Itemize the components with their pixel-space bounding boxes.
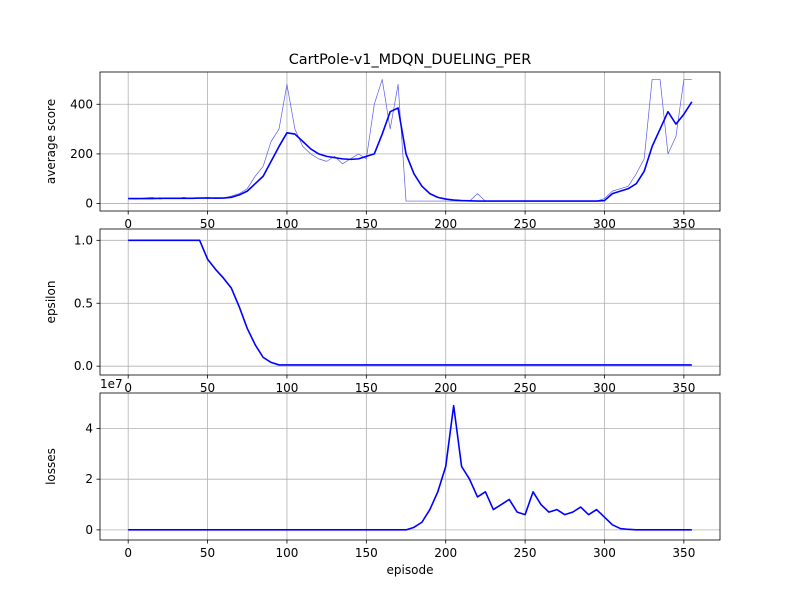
y-axis-label: epsilon [44,281,58,324]
x-tick-label: 50 [200,217,215,231]
x-tick-label: 0 [124,381,132,395]
y-axis-label: average score [44,99,58,184]
y-tick-label: 0.0 [74,359,93,373]
y-tick-label: 2 [85,472,93,486]
y-tick-label: 400 [70,97,93,111]
y-tick-label: 0.5 [74,296,93,310]
x-tick-label: 300 [593,546,616,560]
x-tick-label: 0 [124,217,132,231]
x-tick-label: 100 [275,217,298,231]
y-tick-label: 0 [85,197,93,211]
x-tick-label: 100 [275,381,298,395]
x-tick-label: 300 [593,217,616,231]
axes-frame [99,71,721,212]
line [128,239,692,366]
y-axis-label: losses [44,448,58,485]
y-tick-label: 0 [85,523,93,537]
x-tick-label: 250 [514,381,537,395]
x-tick-label: 250 [514,217,537,231]
axes-frame [99,392,721,541]
x-tick-label: 350 [672,381,695,395]
line [128,101,693,202]
x-tick-label: 200 [434,217,457,231]
y-tick-label: 1.0 [74,233,93,247]
x-tick-label: 200 [434,381,457,395]
x-tick-label: 300 [593,381,616,395]
x-tick-label: 150 [355,381,378,395]
chart-title: CartPole-v1_MDQN_DUELING_PER [289,52,532,68]
x-tick-label: 0 [124,546,132,560]
x-tick-label: 250 [514,546,537,560]
x-tick-label: 50 [200,381,215,395]
x-tick-label: 50 [200,546,215,560]
line [128,404,692,531]
axes-frame [99,228,721,376]
x-tick-label: 200 [434,546,457,560]
y-tick-label: 200 [70,147,93,161]
x-tick-label: 150 [355,217,378,231]
line [128,79,692,202]
x-axis-label: episode [387,563,434,577]
x-tick-label: 350 [672,217,695,231]
x-tick-label: 350 [672,546,695,560]
y-tick-label: 4 [85,421,93,435]
x-tick-label: 150 [355,546,378,560]
x-tick-label: 100 [275,546,298,560]
y-offset-label: 1e7 [100,377,123,391]
